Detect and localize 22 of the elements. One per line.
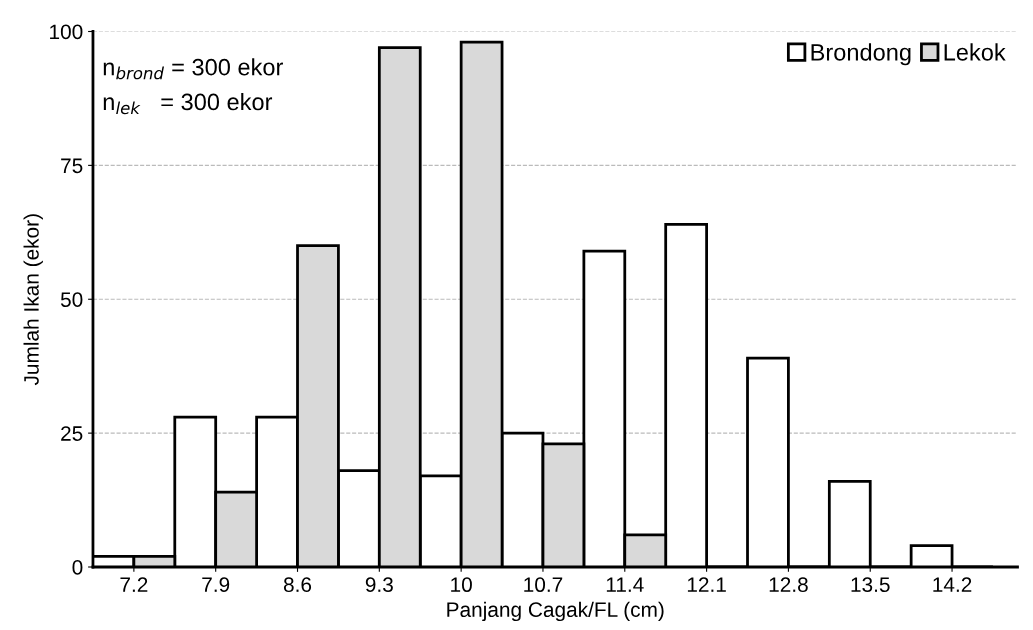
x-tick-label: 13.5 xyxy=(851,577,890,593)
annotation: n$_{brond}$ = 300 ekor xyxy=(103,58,283,80)
x-tick-label: 7.9 xyxy=(202,577,230,593)
x-tick-label: 12.1 xyxy=(687,577,726,592)
text: n$_{lek}$ = 300 ekor xyxy=(103,92,273,115)
x-tick-label: 14.2 xyxy=(933,577,972,592)
x-axis-title: Panjang Cagak/FL (cm) xyxy=(447,601,664,622)
y-tick-label: 0 xyxy=(72,560,83,575)
x-tick-label: 9.3 xyxy=(365,577,393,593)
y-tick-label: 50 xyxy=(60,292,83,307)
y-axis-title: Jumlah Ikan (ekor) xyxy=(23,214,43,386)
y-tick-label: 100 xyxy=(50,24,83,40)
x-tick-label: 8.6 xyxy=(283,577,312,593)
x-tick-label: 10.7 xyxy=(524,577,563,593)
x-tick-label: 10 xyxy=(451,577,472,593)
x-tick-label: 12.8 xyxy=(769,577,808,593)
y-tick-label: 75 xyxy=(61,158,83,174)
x-tick-label: 7.2 xyxy=(120,577,148,592)
y-tick-label: 25 xyxy=(61,426,83,441)
legend-label: Brondong xyxy=(811,43,911,66)
x-tick-label: 11.4 xyxy=(606,577,644,592)
legend-label: Lekok xyxy=(944,43,1006,61)
